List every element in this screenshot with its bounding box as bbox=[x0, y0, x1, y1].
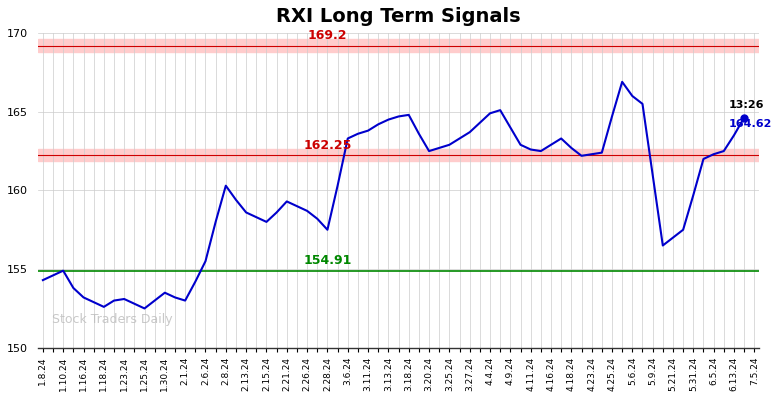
Title: RXI Long Term Signals: RXI Long Term Signals bbox=[276, 7, 521, 26]
Text: 13:26: 13:26 bbox=[729, 100, 764, 110]
Text: 154.91: 154.91 bbox=[303, 254, 351, 267]
Text: Stock Traders Daily: Stock Traders Daily bbox=[53, 313, 172, 326]
Bar bbox=[38, 149, 760, 161]
Text: 169.2: 169.2 bbox=[307, 29, 347, 43]
Text: 164.62: 164.62 bbox=[729, 119, 772, 129]
Bar bbox=[38, 39, 760, 52]
Text: 162.25: 162.25 bbox=[303, 139, 351, 152]
